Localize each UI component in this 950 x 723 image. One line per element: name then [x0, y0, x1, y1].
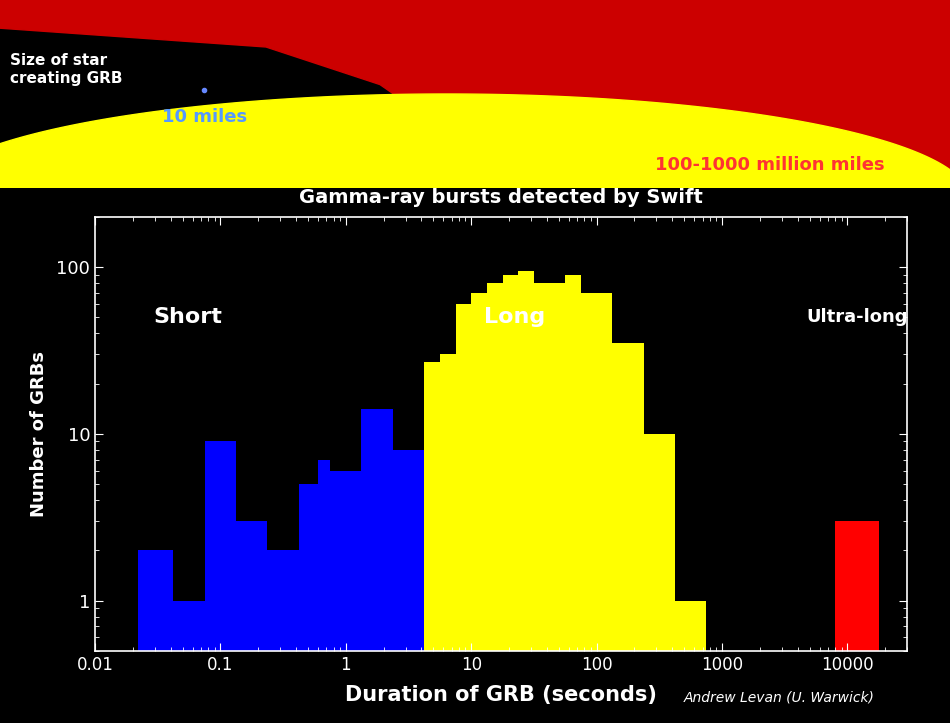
Text: 1 million miles: 1 million miles: [367, 163, 526, 182]
Polygon shape: [0, 94, 950, 197]
Title: Gamma-ray bursts detected by Swift: Gamma-ray bursts detected by Swift: [299, 188, 703, 207]
Text: 100-1000 million miles: 100-1000 million miles: [655, 156, 884, 174]
Text: Ultra-long: Ultra-long: [807, 308, 908, 326]
Polygon shape: [0, 0, 950, 188]
X-axis label: Duration of GRB (seconds): Duration of GRB (seconds): [345, 685, 657, 705]
Text: 10 miles: 10 miles: [162, 108, 247, 126]
Text: Short: Short: [153, 307, 222, 328]
Y-axis label: Number of GRBs: Number of GRBs: [30, 351, 48, 517]
Text: Andrew Levan (U. Warwick): Andrew Levan (U. Warwick): [684, 691, 875, 705]
Text: Long: Long: [484, 307, 544, 328]
Text: Size of star
creating GRB: Size of star creating GRB: [10, 53, 122, 86]
